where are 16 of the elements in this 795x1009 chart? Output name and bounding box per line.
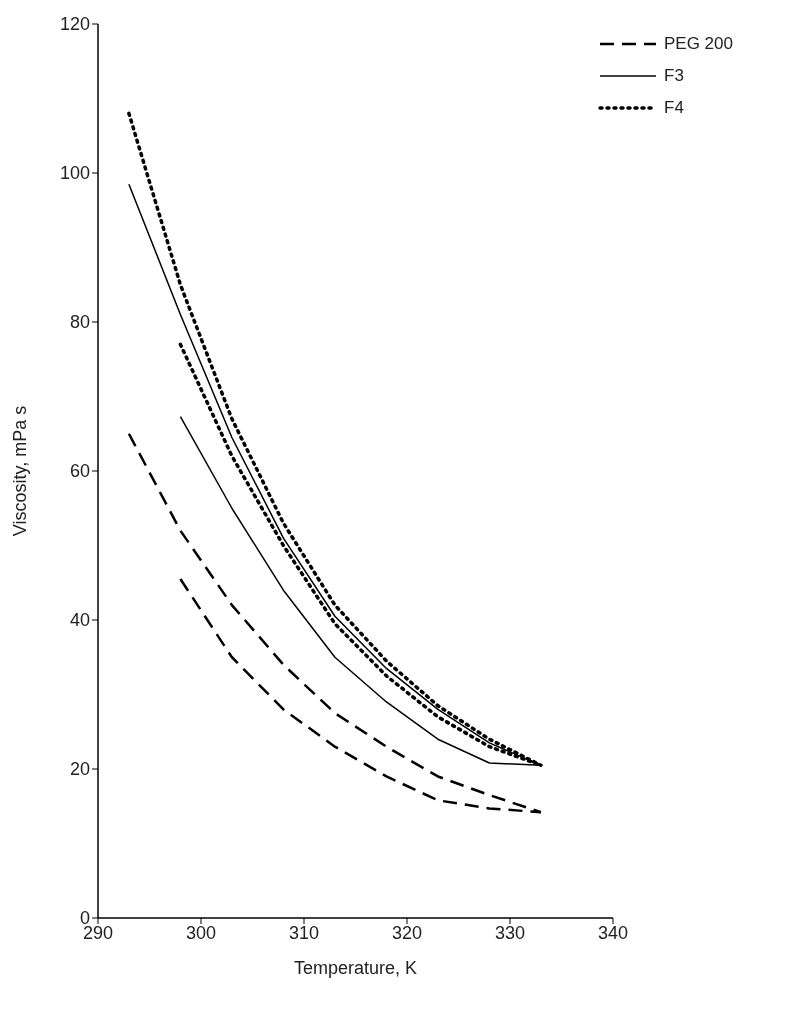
y-tick-label: 40 xyxy=(69,610,90,631)
legend-label: F3 xyxy=(664,66,684,86)
x-tick-label: 310 xyxy=(288,922,320,943)
x-axis-title: Temperature, K xyxy=(293,958,418,978)
y-tick-label: 80 xyxy=(69,312,90,333)
x-tick-label: 330 xyxy=(494,922,526,943)
legend-label: F4 xyxy=(664,98,684,118)
y-tick-label: 20 xyxy=(69,759,90,780)
legend-label: PEG 200 xyxy=(664,34,733,54)
x-tick-label: 320 xyxy=(391,922,423,943)
y-tick-label: 100 xyxy=(59,163,90,184)
y-tick-label: 60 xyxy=(69,461,90,482)
x-tick-label: 300 xyxy=(185,922,217,943)
y-axis-title: Viscosity, mPa s xyxy=(10,405,31,537)
x-tick-label: 340 xyxy=(597,922,629,943)
y-tick-label: 120 xyxy=(59,14,90,35)
